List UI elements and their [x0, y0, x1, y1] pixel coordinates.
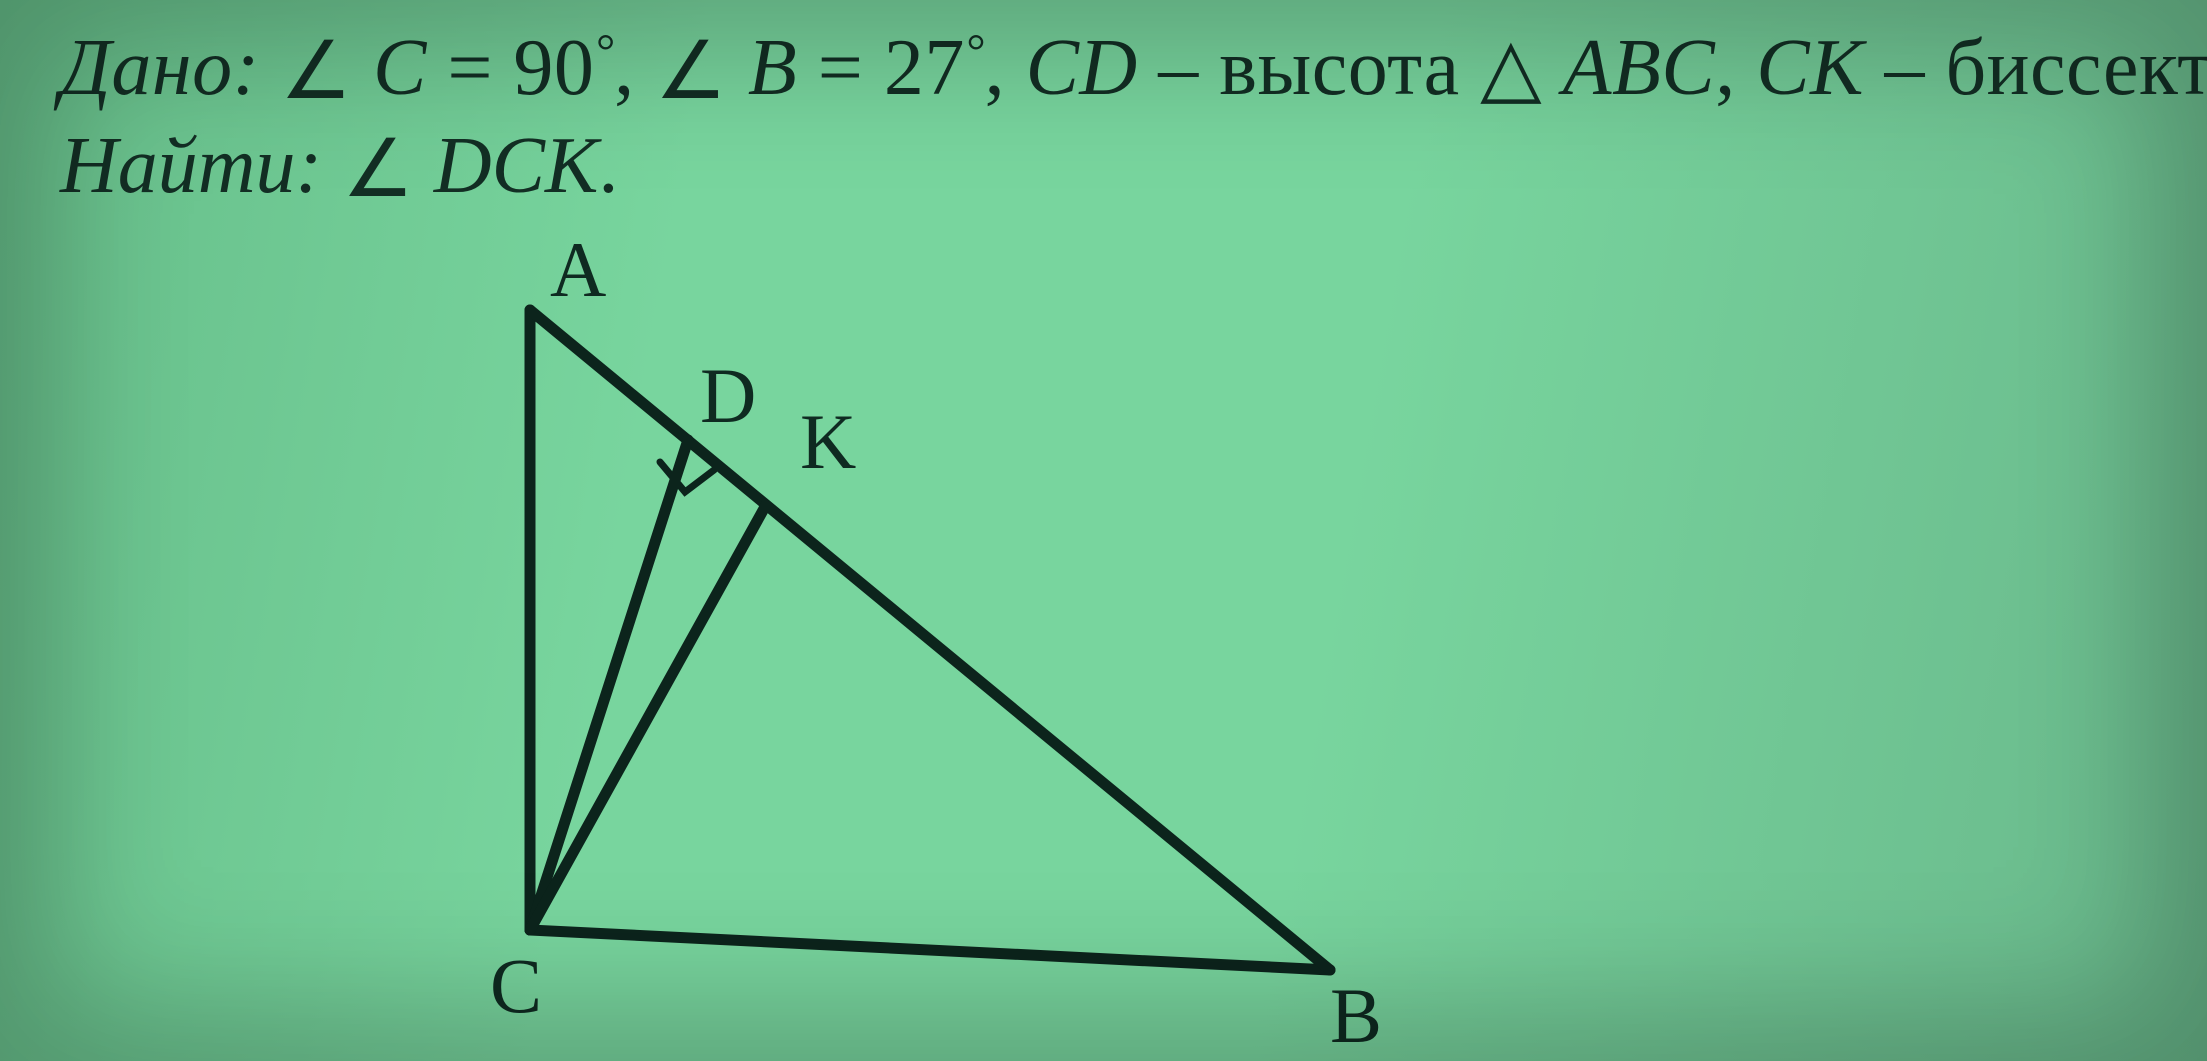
triangle-diagram: ACBDK — [430, 230, 1470, 1050]
abc-1: ABC — [1563, 24, 1716, 112]
vertex-label-d: D — [700, 352, 756, 439]
angle-symbol-2: ∠ — [655, 24, 727, 118]
given-line: Дано: ∠ C = 90°, ∠ B = 27°, CD – высота … — [60, 20, 2160, 114]
comma-3: , — [1715, 24, 1756, 112]
diagram-svg: ACBDK — [430, 230, 1470, 1050]
degree-2: ° — [965, 25, 985, 78]
angle-b-eq: = 27 — [818, 24, 965, 112]
ck-word: – биссектриса — [1884, 24, 2207, 112]
angle-symbol-3: ∠ — [342, 122, 414, 216]
comma-2: , — [985, 24, 1026, 112]
cd-word: – высота — [1158, 24, 1459, 112]
period-2: . — [598, 122, 618, 210]
angle-c-var: C — [373, 24, 427, 112]
vertex-label-c: C — [490, 942, 542, 1029]
comma-1: , — [614, 24, 655, 112]
edge — [530, 310, 1330, 970]
edge — [530, 930, 1330, 970]
ck-label: CK — [1756, 24, 1864, 112]
angle-b-var: B — [748, 24, 797, 112]
angle-symbol-1: ∠ — [280, 24, 352, 118]
triangle-symbol-1: △ — [1480, 24, 1542, 112]
find-prefix: Найти: — [60, 122, 322, 210]
find-line: Найти: ∠ DCK. — [60, 118, 2160, 212]
find-target: DCK — [434, 122, 599, 210]
given-prefix: Дано: — [60, 24, 260, 112]
problem-text: Дано: ∠ C = 90°, ∠ B = 27°, CD – высота … — [60, 20, 2160, 212]
degree-1: ° — [594, 25, 614, 78]
cd-label: CD — [1026, 24, 1138, 112]
angle-c-eq: = 90 — [447, 24, 594, 112]
vertex-label-a: A — [550, 226, 606, 313]
vertex-label-k: K — [800, 398, 856, 485]
vertex-label-b: B — [1330, 972, 1382, 1059]
